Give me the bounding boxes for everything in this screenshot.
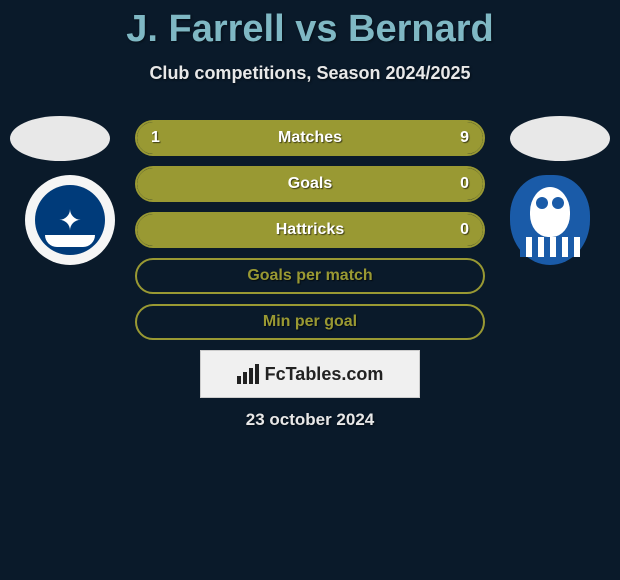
crescent-icon	[45, 235, 95, 247]
date-label: 23 october 2024	[0, 410, 620, 430]
player-photo-left	[10, 116, 110, 161]
stat-row: Goals per match	[135, 258, 485, 294]
stats-container: 19Matches 0Goals 0Hattricks Goals per match…	[135, 120, 485, 350]
brand-label: FcTables.com	[265, 364, 384, 385]
bars-chart-icon	[237, 364, 259, 384]
stat-row: Min per goal	[135, 304, 485, 340]
page-title: J. Farrell vs Bernard	[0, 0, 620, 51]
swfc-badge-icon	[510, 175, 590, 265]
stat-label: Min per goal	[137, 313, 483, 331]
subtitle: Club competitions, Season 2024/2025	[0, 63, 620, 84]
player-photo-right	[510, 116, 610, 161]
brand-box: FcTables.com	[200, 350, 420, 398]
portsmouth-badge-icon: ✦	[35, 185, 105, 255]
stat-label: Hattricks	[137, 221, 483, 239]
club-crest-right	[505, 175, 595, 265]
stat-row: 0Hattricks	[135, 212, 485, 248]
owl-icon	[530, 187, 570, 237]
stripes-icon	[520, 237, 580, 257]
stat-label: Goals	[137, 175, 483, 193]
stat-row: 19Matches	[135, 120, 485, 156]
stat-label: Goals per match	[137, 267, 483, 285]
stat-row: 0Goals	[135, 166, 485, 202]
club-crest-left: ✦	[25, 175, 115, 265]
star-icon: ✦	[58, 204, 81, 237]
stat-label: Matches	[137, 129, 483, 147]
